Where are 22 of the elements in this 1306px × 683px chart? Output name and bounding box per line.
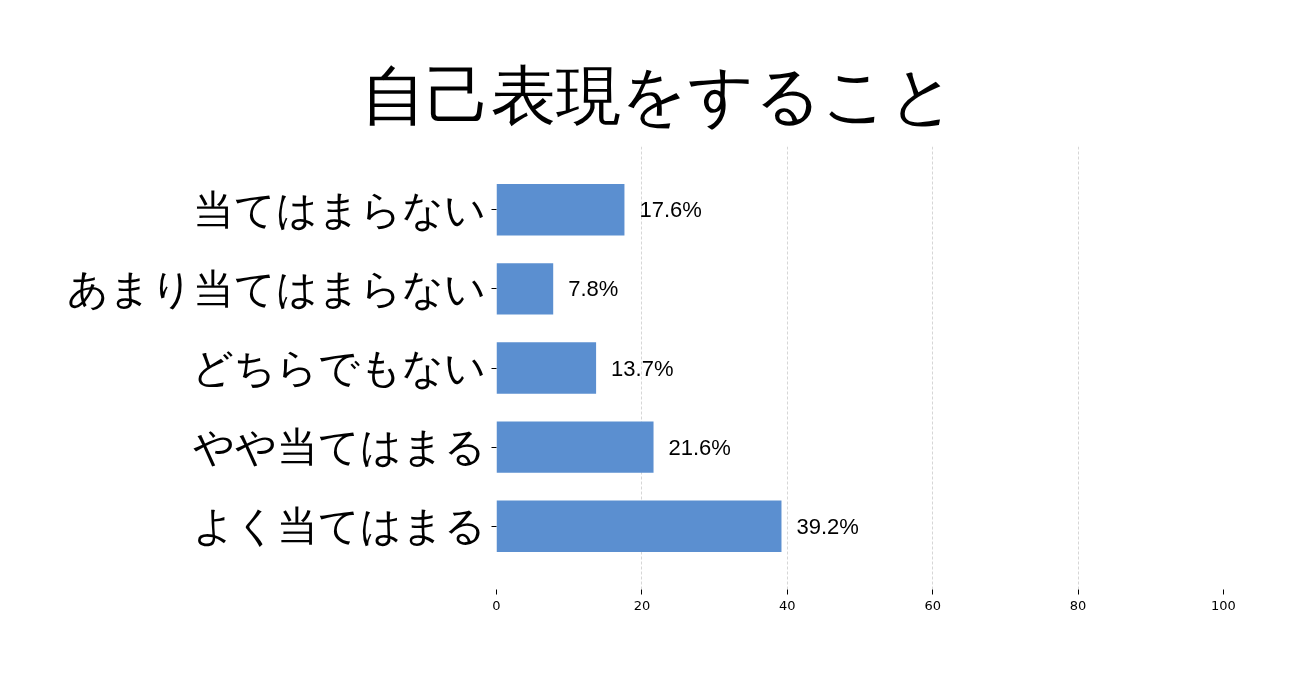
bar: [496, 184, 625, 236]
x-tick-label: 0: [492, 597, 501, 613]
bar: [496, 500, 782, 552]
bar: [496, 263, 554, 315]
bar: [496, 342, 597, 394]
x-tick-label: 80: [1069, 597, 1087, 613]
data-label: 17.6%: [639, 197, 702, 223]
data-label: 13.7%: [611, 355, 674, 381]
y-tick-label: やや当てはまる: [192, 423, 486, 472]
data-label: 39.2%: [796, 513, 859, 539]
bar: [496, 421, 654, 473]
x-tick-label: 20: [633, 597, 651, 613]
data-label: 21.6%: [668, 434, 731, 460]
y-tick-label: あまり当てはまらない: [66, 264, 486, 313]
y-tick-label: どちらでもない: [191, 344, 486, 392]
x-tick-label: 60: [924, 597, 941, 613]
data-label: 7.8%: [568, 276, 619, 302]
y-tick-label: 当てはまらない: [192, 185, 486, 234]
x-tick-label: 100: [1211, 597, 1236, 613]
chart-title: 自己表現をすること: [360, 58, 956, 133]
x-tick-label: 40: [779, 597, 796, 613]
y-tick-label: よく当てはまる: [192, 502, 486, 551]
